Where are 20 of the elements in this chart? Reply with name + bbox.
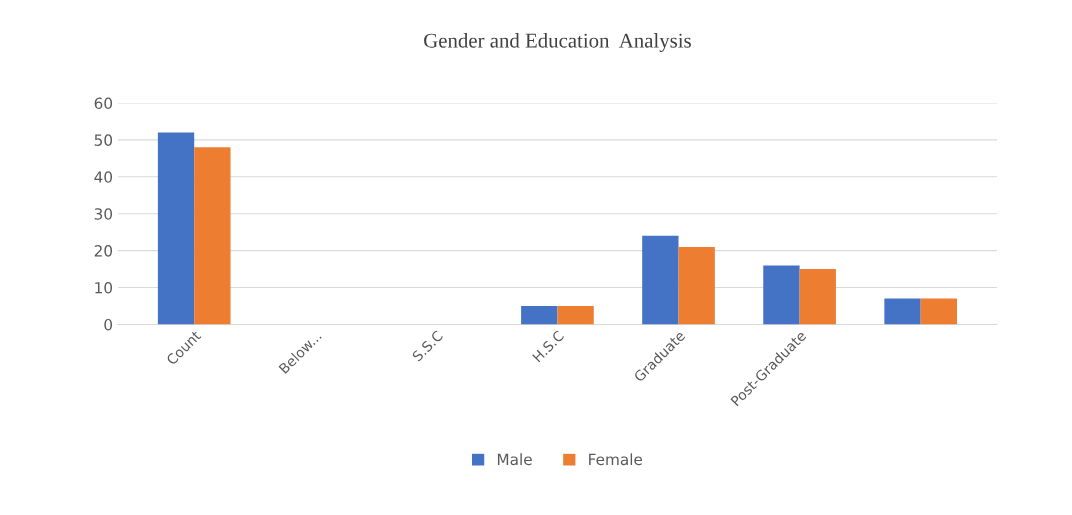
chart-title: Gender and Education Analysis xyxy=(424,32,691,52)
bar xyxy=(557,306,594,325)
y-tick-label: 20 xyxy=(94,245,113,257)
bar xyxy=(642,235,679,325)
y-tick-label: 60 xyxy=(94,97,113,110)
y-tick-label: 30 xyxy=(94,208,113,220)
bar xyxy=(157,132,195,325)
y-tick-label: 10 xyxy=(95,282,113,294)
bar xyxy=(884,298,921,325)
bar xyxy=(678,246,715,325)
y-tick-label: 40 xyxy=(94,171,113,183)
y-tick-label: 50 xyxy=(94,134,113,146)
legend-label: Male xyxy=(497,453,532,466)
bar xyxy=(763,265,800,325)
legend-label: Female xyxy=(589,453,643,466)
bar xyxy=(799,269,836,325)
y-tick-label: 0 xyxy=(104,318,113,331)
bar xyxy=(521,306,558,325)
bar xyxy=(194,147,231,325)
bar xyxy=(920,298,957,325)
